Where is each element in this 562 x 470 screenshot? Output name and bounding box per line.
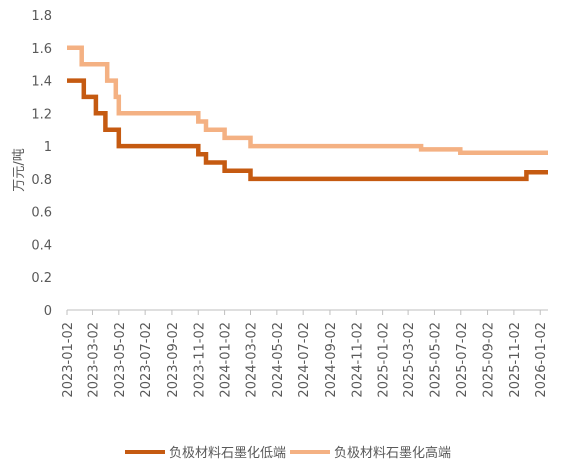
y-tick-label: 1.2 — [31, 107, 52, 122]
y-axis: 0 0.2 0.4 0.6 0.8 1 1.2 1.4 1.6 1.8 — [31, 9, 52, 319]
y-tick-label: 0.8 — [31, 173, 52, 188]
x-tick-label: 2023-05-02 — [113, 322, 128, 398]
x-axis: 2023-01-02 2023-03-02 2023-05-02 2023-07-02… — [61, 309, 549, 398]
y-tick-label: 0 — [44, 304, 52, 319]
series-layer — [67, 45, 548, 182]
x-tick-label: 2024-11-02 — [350, 322, 365, 398]
y-tick-label: 0.2 — [31, 271, 52, 286]
x-tick-label: 2025-11-02 — [508, 322, 523, 398]
y-tick-label: 0.6 — [31, 206, 52, 221]
legend-label-high: 负极材料石墨化高端 — [334, 445, 451, 461]
x-tick-label: 2024-01-02 — [219, 322, 234, 398]
y-tick-label: 1.8 — [31, 9, 52, 24]
series-line-high — [67, 45, 548, 155]
x-tick-label: 2023-01-02 — [61, 322, 76, 398]
x-tick-label: 2026-01-02 — [534, 322, 549, 398]
x-tick-label: 2025-01-02 — [377, 322, 392, 398]
y-axis-title: 万元/吨 — [12, 148, 27, 191]
x-tick-label: 2024-09-02 — [324, 322, 339, 398]
x-tick-label: 2025-09-02 — [482, 322, 497, 398]
x-tick-label: 2023-03-02 — [86, 322, 101, 398]
x-tick-label: 2025-05-02 — [428, 322, 443, 398]
y-tick-label: 1 — [44, 140, 52, 155]
x-tick-label: 2024-05-02 — [271, 322, 286, 398]
y-tick-label: 0.4 — [31, 238, 52, 253]
y-tick-label: 1.4 — [31, 75, 52, 90]
x-tick-label: 2023-09-02 — [166, 322, 181, 398]
x-tick-label: 2023-07-02 — [139, 322, 154, 398]
y-tick-label: 1.6 — [31, 42, 52, 57]
x-tick-label: 2025-07-02 — [455, 322, 470, 398]
legend: 负极材料石墨化低端 负极材料石墨化高端 — [125, 445, 451, 461]
x-tick-label: 2024-03-02 — [245, 322, 260, 398]
x-tick-label: 2025-03-02 — [402, 322, 417, 398]
series-line-low — [67, 78, 548, 182]
x-tick-label: 2024-07-02 — [297, 322, 312, 398]
x-tick-label: 2023-11-02 — [192, 322, 207, 398]
legend-label-low: 负极材料石墨化低端 — [169, 446, 286, 461]
